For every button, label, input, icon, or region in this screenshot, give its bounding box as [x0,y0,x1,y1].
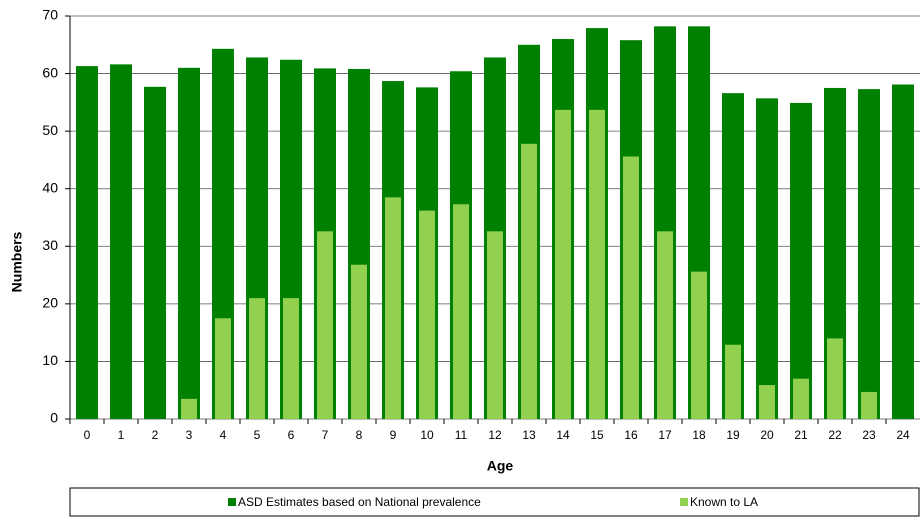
legend-label: ASD Estimates based on National prevalen… [238,495,481,509]
x-tick-label: 18 [692,428,706,442]
x-tick-label: 10 [420,428,434,442]
x-tick-label: 11 [455,428,468,442]
bar [351,264,367,419]
bar [858,89,880,419]
x-tick-label: 13 [522,428,536,442]
bar [385,197,401,419]
x-tick-label: 15 [590,428,604,442]
bar [76,66,98,419]
bar [790,102,812,419]
y-tick-label: 60 [42,64,58,80]
y-tick-label: 70 [42,7,58,23]
bar [555,109,571,419]
x-tick-label: 3 [186,428,193,442]
x-tick-label: 5 [254,428,261,442]
x-tick-label: 2 [152,428,159,442]
legend-box [69,487,920,517]
x-tick-label: 1 [118,428,125,442]
x-tick-label: 9 [390,428,397,442]
bar [691,271,707,419]
x-tick-label: 22 [828,428,842,442]
bar [521,143,537,419]
x-tick-label: 0 [84,428,91,442]
bar [419,210,435,419]
bar [589,109,605,419]
bar [827,338,843,419]
x-tick-label: 23 [862,428,876,442]
x-tick-label: 16 [624,428,638,442]
bar [861,391,877,419]
bar [824,87,846,419]
y-axis-title: Numbers [9,231,25,292]
bar [453,204,469,419]
bar [283,298,299,419]
x-tick-label: 21 [794,428,808,442]
bar [110,64,132,420]
bar [178,67,200,420]
bar [317,231,333,419]
bar [793,378,809,419]
x-axis-title: Age [487,458,514,474]
bar [722,93,744,419]
y-tick-label: 30 [42,237,58,253]
y-tick-label: 10 [42,352,58,368]
bar [623,156,639,419]
y-tick-label: 40 [42,179,58,195]
x-tick-label: 20 [760,428,774,442]
x-tick-label: 17 [658,428,672,442]
bar [725,344,741,419]
legend-label: Known to LA [690,495,758,509]
y-tick-label: 20 [42,295,58,311]
x-tick-label: 6 [288,428,295,442]
y-tick-label: 0 [50,410,58,426]
x-tick-label: 24 [896,428,910,442]
bar [756,98,778,419]
bar [249,298,265,419]
bar [657,231,673,419]
bar [181,398,197,419]
x-tick-label: 19 [726,428,740,442]
legend-swatch [228,498,236,506]
bar [759,385,775,419]
bar [144,86,166,419]
x-tick-label: 12 [488,428,502,442]
x-tick-label: 4 [220,428,227,442]
bar [215,318,231,419]
x-tick-label: 8 [356,428,363,442]
bar [487,231,503,419]
x-tick-label: 14 [556,428,570,442]
bar [892,84,914,419]
x-tick-label: 7 [322,428,329,442]
y-tick-label: 50 [42,122,58,138]
legend-swatch [680,498,688,506]
